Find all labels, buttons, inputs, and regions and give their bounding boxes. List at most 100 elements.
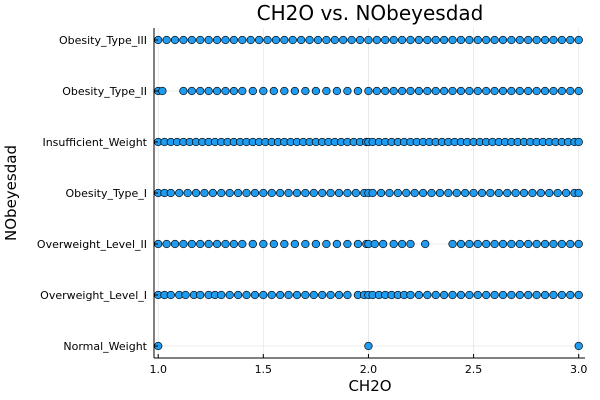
- data-point: [515, 86, 524, 96]
- x-tick-label: 1.0: [149, 363, 167, 376]
- data-point: [465, 35, 474, 45]
- data-point: [284, 290, 293, 300]
- data-point: [259, 188, 268, 198]
- data-point: [482, 290, 491, 300]
- data-point: [524, 35, 533, 45]
- data-point: [381, 35, 390, 45]
- data-point: [259, 86, 268, 96]
- data-point: [431, 35, 440, 45]
- data-point: [393, 188, 403, 198]
- data-point: [498, 86, 508, 96]
- data-point: [406, 86, 415, 96]
- data-point: [423, 35, 432, 45]
- data-point: [515, 35, 524, 45]
- data-point: [439, 86, 449, 96]
- data-point: [221, 86, 230, 96]
- data-point: [204, 239, 213, 249]
- data-point: [332, 239, 342, 249]
- data-point: [162, 35, 171, 45]
- data-point: [524, 239, 533, 249]
- data-point: [250, 290, 260, 300]
- data-point: [540, 290, 550, 300]
- data-point: [566, 35, 575, 45]
- data-point: [532, 239, 541, 249]
- data-point: [490, 290, 499, 300]
- data-point: [311, 86, 321, 96]
- data-point: [254, 35, 264, 45]
- data-point: [427, 188, 436, 198]
- data-point: [311, 239, 321, 249]
- data-point: [540, 86, 550, 96]
- data-point: [566, 86, 575, 96]
- data-point: [292, 188, 302, 198]
- data-point: [353, 239, 363, 249]
- data-point: [343, 188, 352, 198]
- data-point: [175, 188, 184, 198]
- data-point: [532, 35, 541, 45]
- data-point: [364, 86, 373, 96]
- data-point: [574, 35, 583, 45]
- data-point: [473, 86, 482, 96]
- data-point: [532, 290, 541, 300]
- data-point: [280, 35, 289, 45]
- data-point: [233, 290, 243, 300]
- x-tick-label: 1.5: [255, 363, 273, 376]
- data-point: [353, 86, 363, 96]
- data-point: [385, 188, 394, 198]
- data-point: [355, 35, 365, 45]
- data-point: [574, 137, 583, 147]
- data-point: [225, 290, 234, 300]
- data-point: [212, 239, 222, 249]
- data-point: [490, 86, 499, 96]
- data-point: [486, 188, 495, 198]
- data-point: [322, 86, 331, 96]
- data-point: [448, 290, 457, 300]
- data-point: [166, 290, 175, 300]
- data-point: [330, 35, 339, 45]
- data-point: [414, 35, 424, 45]
- data-point: [284, 188, 293, 198]
- data-point: [196, 290, 205, 300]
- data-point: [208, 188, 218, 198]
- data-point: [248, 86, 257, 96]
- data-point: [448, 239, 457, 249]
- data-point: [511, 188, 520, 198]
- data-point: [376, 188, 386, 198]
- data-point: [233, 188, 243, 198]
- data-point: [334, 188, 344, 198]
- data-point: [423, 290, 432, 300]
- data-point: [343, 239, 352, 249]
- data-point: [397, 86, 407, 96]
- y-axis-label: NObeyesdad: [2, 145, 20, 241]
- data-point: [418, 188, 428, 198]
- data-point: [421, 239, 430, 249]
- data-point: [318, 188, 327, 198]
- data-point: [326, 290, 335, 300]
- data-point: [435, 188, 445, 198]
- data-point: [332, 86, 342, 96]
- data-point: [566, 290, 575, 300]
- data-point: [431, 86, 440, 96]
- data-point: [170, 239, 180, 249]
- points-layer: [154, 35, 583, 351]
- data-point: [162, 239, 171, 249]
- data-point: [465, 290, 474, 300]
- data-point: [574, 290, 583, 300]
- data-point: [221, 239, 230, 249]
- data-point: [524, 290, 533, 300]
- data-point: [238, 239, 247, 249]
- data-point: [238, 86, 247, 96]
- data-point: [557, 86, 567, 96]
- data-point: [465, 239, 474, 249]
- data-point: [473, 290, 482, 300]
- data-point: [372, 86, 382, 96]
- data-point: [191, 188, 201, 198]
- data-point: [444, 188, 453, 198]
- data-point: [297, 35, 306, 45]
- data-point: [242, 290, 251, 300]
- data-point: [389, 86, 398, 96]
- data-point: [301, 239, 310, 249]
- x-tick-label: 2.0: [360, 363, 378, 376]
- data-point: [204, 86, 213, 96]
- data-point: [179, 35, 188, 45]
